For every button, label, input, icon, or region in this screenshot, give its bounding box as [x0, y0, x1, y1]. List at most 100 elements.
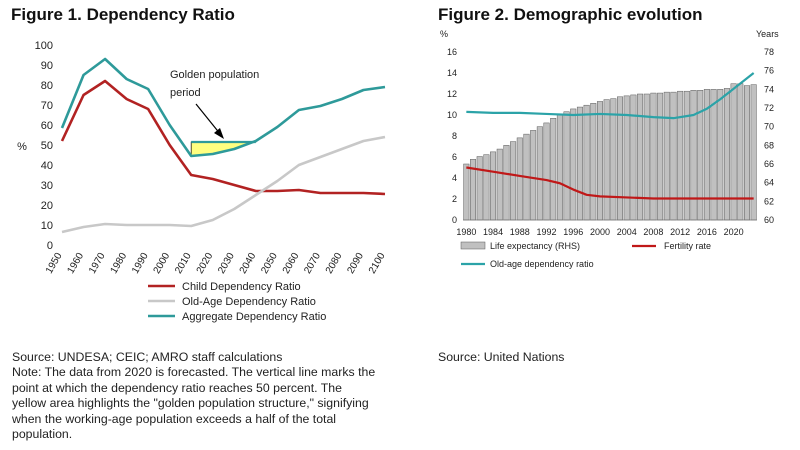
y-left-axis-label: % — [440, 29, 448, 39]
life-expectancy-bar — [717, 89, 724, 221]
life-expectancy-bar — [556, 114, 563, 221]
figure1-source: Source: UNDESA; CEIC; AMRO staff calcula… — [12, 350, 283, 364]
old-age-dependency-ratio-line — [466, 72, 755, 120]
x-tick-label: 2016 — [697, 227, 717, 237]
life-expectancy-bar — [483, 154, 490, 221]
child-dependency-ratio-line — [60, 79, 386, 196]
life-expectancy-bar — [536, 126, 543, 221]
y-tick-label: 0 — [47, 240, 53, 252]
y-tick-label: 10 — [41, 220, 53, 232]
life-expectancy-bar — [663, 91, 670, 221]
x-tick-label: 2004 — [617, 227, 637, 237]
life-expectancy-bar — [630, 94, 637, 221]
y-left-tick-label: 12 — [447, 89, 457, 99]
y-tick-label: 50 — [41, 140, 53, 152]
life-expectancy-bar — [683, 90, 690, 221]
life-expectancy-bar — [516, 137, 523, 221]
y-right-axis-label: Years — [756, 29, 779, 39]
life-expectancy-bar — [576, 106, 583, 221]
y-right-tick-label: 74 — [764, 84, 774, 94]
x-tick-label: 1996 — [563, 227, 583, 237]
x-tick-label: 2012 — [670, 227, 690, 237]
x-tick-label: 1988 — [510, 227, 530, 237]
life-expectancy-bar — [530, 130, 537, 221]
y-left-tick-label: 6 — [452, 152, 457, 162]
fertility-rate-line — [466, 166, 754, 200]
figure2-title: Figure 2. Demographic evolution — [438, 5, 703, 24]
life-expectancy-bar — [723, 88, 730, 221]
life-expectancy-bar — [650, 92, 657, 221]
annotation-arrowhead — [214, 128, 224, 139]
figure1-note-line: yellow area highlights the "golden popul… — [12, 396, 369, 411]
x-tick-label: 1980 — [456, 227, 476, 237]
y-left-tick-label: 16 — [447, 47, 457, 57]
y-tick-label: 60 — [41, 120, 53, 132]
life-expectancy-bar — [510, 141, 517, 221]
life-expectancy-bar — [590, 103, 597, 221]
y-left-tick-label: 14 — [447, 68, 457, 78]
figure1-note-line: population. — [12, 427, 73, 442]
figure1-title: Figure 1. Dependency Ratio — [11, 5, 235, 24]
y-tick-label: 90 — [41, 60, 53, 72]
life-expectancy-bar — [583, 104, 590, 221]
annotation-text: Golden population — [170, 69, 259, 81]
y-right-tick-label: 70 — [764, 122, 774, 132]
life-expectancy-bar — [750, 84, 757, 221]
y-left-tick-label: 0 — [452, 215, 457, 225]
life-expectancy-bar — [550, 118, 557, 221]
y-right-tick-label: 76 — [764, 66, 774, 76]
y-right-tick-label: 60 — [764, 215, 774, 225]
life-expectancy-bar — [657, 92, 664, 221]
life-expectancy-bar — [476, 156, 483, 221]
y-right-tick-label: 78 — [764, 47, 774, 57]
y-tick-label: 30 — [41, 180, 53, 192]
figure2-source: Source: United Nations — [438, 350, 565, 364]
y-left-tick-label: 2 — [452, 194, 457, 204]
y-left-tick-label: 8 — [452, 131, 457, 141]
life-expectancy-bar — [690, 90, 697, 221]
x-tick-label: 1984 — [483, 227, 503, 237]
life-expectancy-bar — [637, 93, 644, 221]
life-expectancy-bar — [563, 111, 570, 221]
figure1-note-line: Note: The data from 2020 is forecasted. … — [12, 365, 376, 380]
legend-label: Old-age dependency ratio — [490, 259, 594, 269]
legend-label: Aggregate Dependency Ratio — [182, 311, 326, 323]
y-axis-label: % — [17, 141, 27, 153]
y-tick-label: 100 — [35, 40, 53, 52]
life-expectancy-bar — [570, 108, 577, 221]
life-expectancy-bar — [596, 101, 603, 221]
annotation-arrow — [195, 103, 222, 136]
legend-label: Old-Age Dependency Ratio — [182, 296, 316, 308]
x-tick-label: 2008 — [643, 227, 663, 237]
y-tick-label: 40 — [41, 160, 53, 172]
y-left-tick-label: 10 — [447, 110, 457, 120]
life-expectancy-bar — [543, 122, 550, 221]
legend-label: Fertility rate — [664, 241, 711, 251]
figure1-notes: Source: UNDESA; CEIC; AMRO staff calcula… — [12, 350, 432, 442]
x-tick-label: 2000 — [590, 227, 610, 237]
y-tick-label: 20 — [41, 200, 53, 212]
y-left-tick-label: 4 — [452, 173, 457, 183]
life-expectancy-bar — [743, 85, 750, 221]
y-tick-label: 70 — [41, 100, 53, 112]
figure1-note-line: when the working-age population exceeds … — [12, 411, 337, 426]
life-expectancy-bar — [670, 91, 677, 221]
y-right-tick-label: 64 — [764, 178, 774, 188]
aggregate-dependency-ratio-line — [60, 57, 386, 158]
old-age-dependency-ratio-line — [61, 135, 386, 234]
life-expectancy-bar — [710, 89, 717, 221]
life-expectancy-bar — [490, 151, 497, 221]
legend-label: Life expectancy (RHS) — [490, 241, 580, 251]
x-tick-label: 1992 — [537, 227, 557, 237]
life-expectancy-bar — [503, 145, 510, 221]
life-expectancy-bar — [603, 99, 610, 221]
figure1-note-line: point at which the dependency ratio reac… — [12, 380, 342, 395]
life-expectancy-bar — [610, 98, 617, 221]
life-expectancy-bar — [697, 90, 704, 221]
y-right-tick-label: 66 — [764, 159, 774, 169]
y-right-tick-label: 72 — [764, 103, 774, 113]
life-expectancy-bar — [496, 148, 503, 221]
y-right-tick-label: 62 — [764, 196, 774, 206]
